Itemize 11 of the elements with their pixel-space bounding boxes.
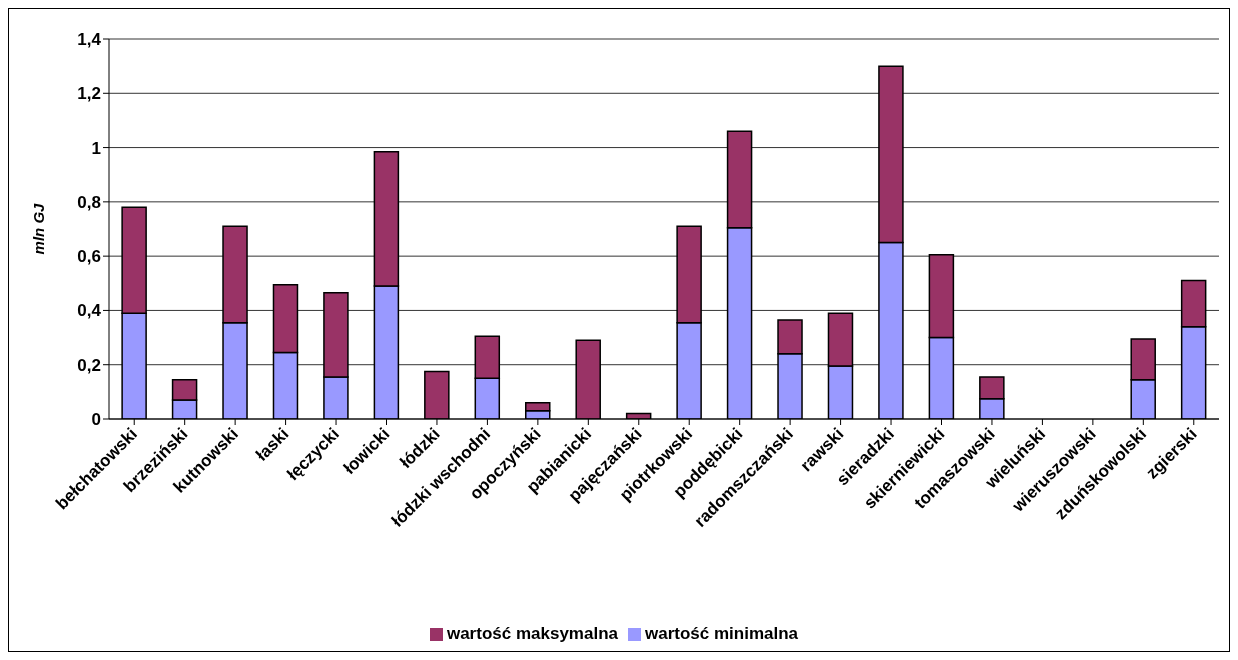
y-tick-label: 0,6	[77, 247, 101, 267]
y-tick-label: 1	[91, 138, 101, 158]
legend-label: wartość minimalna	[644, 624, 799, 643]
y-tick-label: 0	[91, 410, 101, 430]
y-tick-label: 1,4	[77, 30, 102, 50]
legend-label: wartość maksymalna	[446, 624, 618, 643]
y-tick-label: 1,2	[77, 84, 101, 104]
y-tick-label: 0,4	[77, 301, 102, 321]
y-tick-label: 0,2	[77, 355, 101, 375]
y-tick-label: 0,8	[77, 192, 101, 212]
y-axis-title: mln GJ	[30, 202, 48, 255]
